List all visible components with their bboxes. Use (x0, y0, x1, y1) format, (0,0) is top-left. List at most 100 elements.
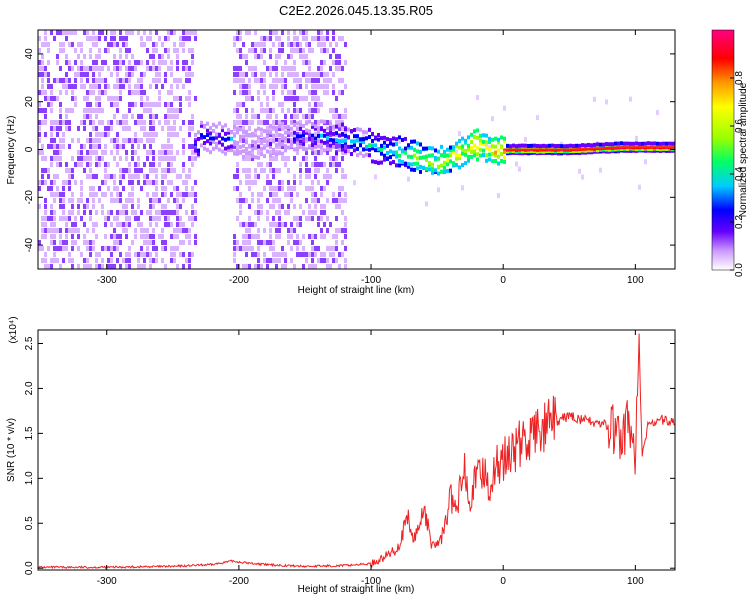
heatmap-cell (455, 153, 458, 158)
heatmap-cell (302, 147, 305, 152)
heatmap-cell (119, 192, 122, 197)
heatmap-cell (332, 84, 335, 89)
heatmap-cell (299, 139, 302, 144)
heatmap-cell (257, 48, 260, 53)
heatmap-cell (140, 84, 143, 89)
heatmap-cell (263, 108, 266, 113)
heatmap-cell (113, 54, 116, 59)
heatmap-cell (281, 180, 284, 185)
heatmap-cell (272, 168, 275, 173)
heatmap-cell (194, 144, 197, 149)
heatmap-cell (125, 36, 128, 41)
heatmap-cell (137, 168, 140, 173)
heatmap-cell (62, 84, 65, 89)
heatmap-cell (236, 66, 239, 71)
heatmap-cell (86, 228, 89, 233)
heatmap-cell (257, 54, 260, 59)
heatmap-cell (623, 141, 626, 146)
heatmap-cell (296, 141, 299, 146)
heatmap-cell (440, 144, 443, 149)
heatmap-cell (305, 162, 308, 167)
snr-y-scale-label: (x10⁴) (8, 316, 19, 343)
heatmap-cell (116, 258, 119, 263)
heatmap-cell (128, 126, 131, 131)
heatmap-cell (263, 120, 266, 125)
heatmap-cell (194, 198, 197, 203)
heatmap-cell (53, 192, 56, 197)
heatmap-cell (128, 30, 131, 35)
heatmap-cell (182, 30, 185, 35)
heatmap-cell (146, 138, 149, 143)
heatmap-cell (323, 72, 326, 77)
heatmap-cell (317, 72, 320, 77)
heatmap-cell (149, 204, 152, 209)
heatmap-cell (296, 192, 299, 197)
heatmap-cell (251, 126, 254, 131)
heatmap-cell (293, 216, 296, 221)
heatmap-cell (299, 48, 302, 53)
heatmap-cell (290, 131, 293, 136)
heatmap-cell (644, 141, 647, 146)
heatmap-cell (137, 60, 140, 65)
heatmap-cell (86, 138, 89, 143)
heatmap-cell (422, 155, 425, 160)
heatmap-cell (53, 180, 56, 185)
heatmap-cell (143, 162, 146, 167)
heatmap-ridge-line (503, 146, 675, 151)
heatmap-cell (176, 186, 179, 191)
x-tick-label: -300 (97, 576, 117, 587)
heatmap-cell (476, 135, 479, 140)
heatmap-cell (521, 143, 524, 148)
heatmap-cell (95, 102, 98, 107)
heatmap-cell (41, 72, 44, 77)
heatmap-cell (68, 120, 71, 125)
heatmap-cell (62, 246, 65, 251)
heatmap-cell (344, 228, 347, 233)
heatmap-cell (260, 120, 263, 125)
heatmap-cell (236, 108, 239, 113)
heatmap-cell (89, 162, 92, 167)
heatmap-cell (242, 246, 245, 251)
heatmap-cell (311, 246, 314, 251)
heatmap-cell (353, 139, 356, 144)
heatmap-cell (44, 42, 47, 47)
heatmap-cell (371, 143, 374, 148)
heatmap-cell (98, 102, 101, 107)
heatmap-cell (305, 258, 308, 263)
heatmap-cell (134, 168, 137, 173)
heatmap-cell (272, 150, 275, 155)
heatmap-cell (185, 66, 188, 71)
heatmap-cell (275, 128, 278, 133)
heatmap-cell (428, 161, 431, 166)
heatmap-cell (179, 240, 182, 245)
heatmap-cell (245, 192, 248, 197)
heatmap-cell (314, 174, 317, 179)
heatmap-cell (140, 102, 143, 107)
heatmap-cell (167, 120, 170, 125)
heatmap-cell (233, 186, 236, 191)
heatmap-cell (668, 141, 671, 146)
heatmap-cell (92, 42, 95, 47)
heatmap-cell (245, 264, 248, 269)
heatmap-cell (308, 102, 311, 107)
heatmap-cell (146, 102, 149, 107)
heatmap-cell (167, 126, 170, 131)
heatmap-cell (386, 156, 389, 161)
heatmap-cell (176, 174, 179, 179)
heatmap-cell (317, 108, 320, 113)
heatmap-cell (257, 96, 260, 101)
heatmap-cell (317, 216, 320, 221)
heatmap-cell (320, 119, 323, 124)
heatmap-cell (257, 155, 260, 160)
heatmap-cell (341, 132, 344, 137)
heatmap-cell (335, 252, 338, 257)
heatmap-cell (281, 78, 284, 83)
heatmap-cell (128, 216, 131, 221)
heatmap-cell (65, 168, 68, 173)
heatmap-cell (194, 210, 197, 215)
heatmap-cell (302, 156, 305, 161)
heatmap-cell (161, 84, 164, 89)
heatmap-cell (197, 130, 200, 135)
heatmap-cell (302, 96, 305, 101)
heatmap-cell (173, 198, 176, 203)
